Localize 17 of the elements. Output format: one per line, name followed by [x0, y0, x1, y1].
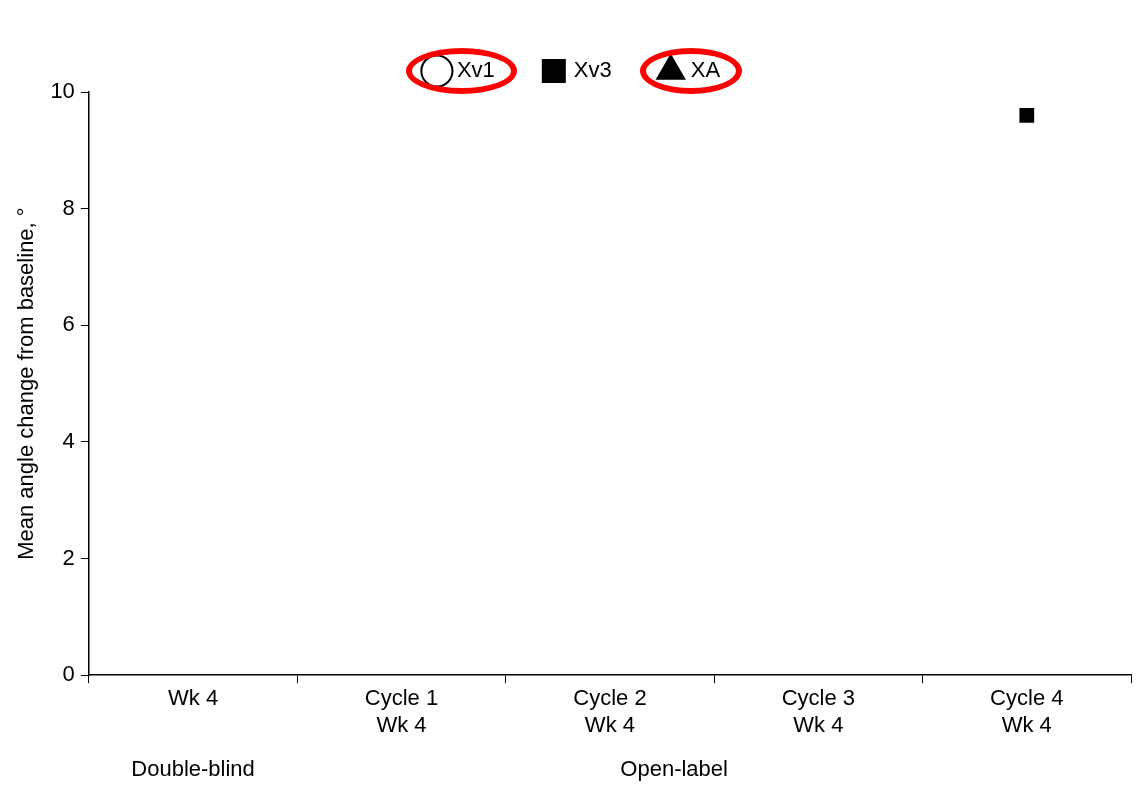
y-tick-label: 4 — [62, 427, 75, 453]
y-tick-label: 8 — [62, 194, 75, 220]
y-tick-label: 6 — [62, 311, 75, 337]
y-tick-label: 2 — [62, 544, 75, 570]
y-tick-label: 10 — [50, 78, 75, 104]
y-axis-title: Mean angle change from baseline, ° — [13, 207, 39, 560]
x-tick-label: Cycle 4 Wk 4 — [990, 685, 1064, 737]
x-tick-label: Cycle 1 Wk 4 — [364, 685, 439, 737]
legend-label: XA — [690, 57, 721, 83]
text: Double-blind — [131, 756, 255, 782]
x-tick-label: Wk 4 — [168, 685, 219, 711]
text: Open-label — [620, 756, 728, 782]
x-tick-label: Cycle 3 Wk 4 — [781, 685, 856, 737]
legend-label: Xv1 — [456, 57, 495, 83]
y-tick-label: 0 — [62, 661, 75, 687]
x-tick-label: Cycle 2 Wk 4 — [573, 685, 647, 737]
legend-label: Xv3 — [573, 57, 612, 83]
